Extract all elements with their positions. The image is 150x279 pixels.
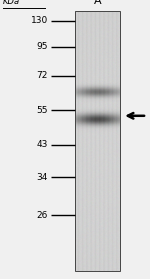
Bar (75, 11, 120, 271)
Text: A: A (94, 0, 101, 6)
Text: 95: 95 (36, 42, 48, 51)
Text: 72: 72 (37, 71, 48, 80)
Text: 34: 34 (37, 173, 48, 182)
Text: 130: 130 (31, 16, 48, 25)
Text: 55: 55 (36, 106, 48, 115)
Text: KDa: KDa (3, 0, 20, 6)
Text: 26: 26 (37, 211, 48, 220)
Text: 43: 43 (37, 140, 48, 149)
